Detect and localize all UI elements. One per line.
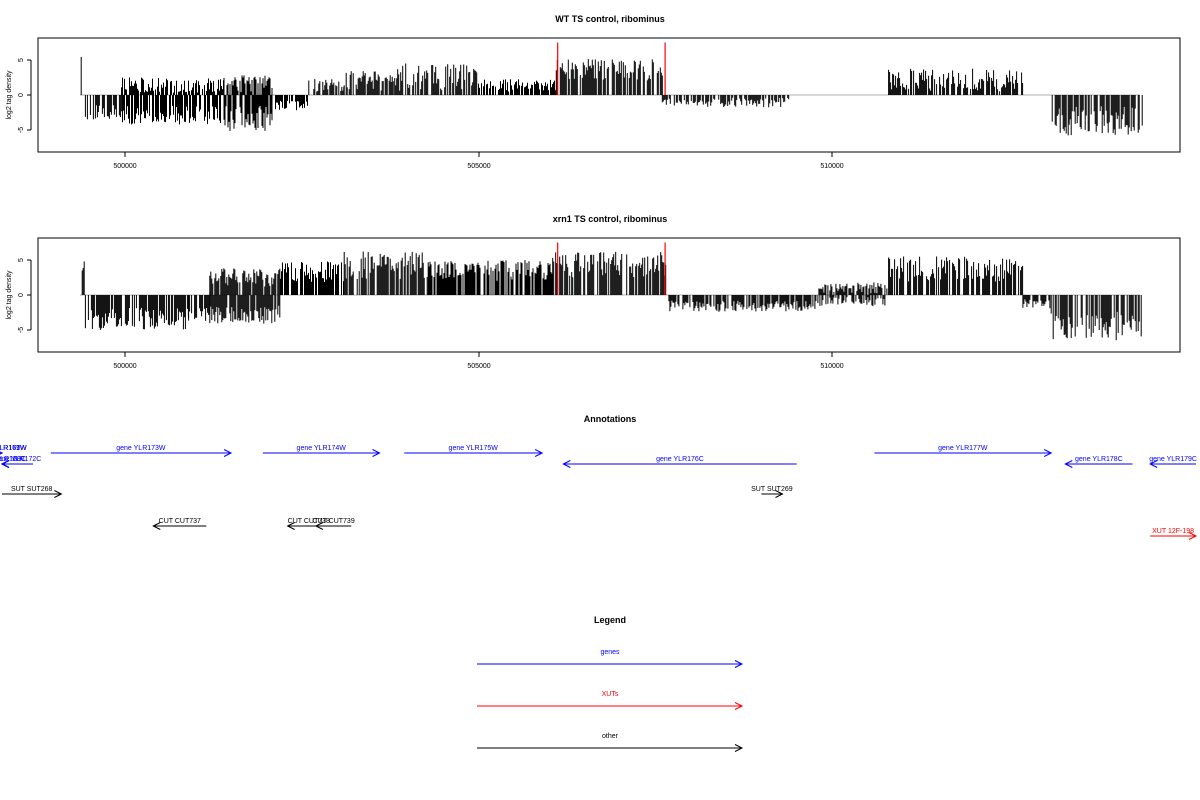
- wt-y-axis: 5 0 -5 log2 tag density: [6, 58, 32, 133]
- wt-y-tick-label-5: 5: [18, 58, 25, 62]
- feature-label: gene YLR176C: [656, 456, 704, 463]
- feature-arrowhead: [223, 449, 233, 457]
- xrn1-y-axis-label: log2 tag density: [6, 270, 13, 320]
- feature-label: gene YLR173W: [116, 445, 166, 452]
- xrn1-y-tick-label-5: 5: [18, 258, 25, 262]
- wt-x-tick-label-500000: 500000: [113, 163, 136, 170]
- feature-arrowhead: [0, 460, 10, 468]
- wt-density-bars: [80, 56, 1143, 136]
- wt-y-tick-label-0: 0: [18, 93, 25, 97]
- xrn1-y-tick-label-minus5: -5: [18, 327, 25, 333]
- xrn1-x-tick-label-510000: 510000: [820, 363, 843, 370]
- legend-arrowhead: [734, 744, 744, 752]
- feature-arrowhead: [286, 522, 295, 530]
- wt-x-tick-label-510000: 510000: [820, 163, 843, 170]
- xrn1-x-tick-label-500000: 500000: [113, 363, 136, 370]
- xrn1-density-panel: xrn1 TS control, ribominus 5 0 -5 log2 t…: [6, 214, 1181, 370]
- annotation-feature: gene YLR175W: [404, 445, 544, 457]
- legend-item: genes: [477, 649, 744, 668]
- feature-label: XUT 12F-198: [1152, 528, 1194, 535]
- annotation-feature: CUT CUT739: [312, 518, 355, 530]
- feature-arrowhead: [1043, 449, 1053, 457]
- legend-arrowhead: [734, 660, 744, 668]
- feature-label: CUT CUT739: [312, 518, 354, 525]
- feature-label: gene YLR177W: [938, 445, 988, 452]
- annotation-feature: gene YLR173W: [50, 445, 233, 457]
- annotation-feature: gene YLR176C: [562, 456, 797, 468]
- feature-label: gene YLR169W: [0, 445, 27, 452]
- annotation-feature: SUT SUT268: [2, 486, 63, 498]
- xrn1-density-bars: [81, 251, 1142, 341]
- annotation-feature: gene YLR172C: [0, 456, 41, 468]
- legend-item: XUTs: [477, 691, 744, 710]
- feature-arrowhead: [54, 490, 63, 498]
- feature-label: CUT CUT738: [288, 518, 330, 525]
- xrn1-y-tick-label-0: 0: [18, 293, 25, 297]
- legend-item: other: [477, 733, 744, 752]
- feature-label: gene YLR172C: [0, 456, 41, 463]
- feature-label: CUT CUT737: [159, 518, 201, 525]
- annotation-feature: gene YLR171W: [0, 445, 27, 455]
- wt-x-tick-label-505000: 505000: [467, 163, 490, 170]
- xrn1-x-tick-label-505000: 505000: [467, 363, 490, 370]
- legend-label: genes: [600, 649, 620, 656]
- feature-label: gene YLR174W: [297, 445, 347, 452]
- annotation-feature: XUT 12F-198: [1150, 528, 1198, 540]
- xrn1-highlight-markers: [557, 242, 666, 295]
- feature-arrowhead: [0, 451, 4, 455]
- annotation-feature: gene YLR178C: [1064, 456, 1133, 468]
- feature-label: SUT SUT269: [751, 486, 793, 493]
- feature-arrowhead: [775, 490, 784, 498]
- feature-label: gene YLR179C: [1149, 456, 1197, 463]
- xrn1-panel-title: xrn1 TS control, ribominus: [553, 214, 668, 224]
- legend-items: genes XUTs other: [477, 649, 744, 752]
- wt-panel-title: WT TS control, ribominus: [555, 14, 665, 24]
- xrn1-x-axis: 500000 505000 510000: [113, 352, 844, 370]
- wt-highlight-markers: [557, 42, 666, 95]
- feature-arrowhead: [314, 522, 324, 530]
- wt-x-axis: 500000 505000 510000: [113, 152, 844, 170]
- feature-arrowhead: [562, 460, 571, 468]
- legend-arrowhead: [734, 702, 744, 710]
- feature-arrowhead: [534, 449, 544, 457]
- annotations-panel: Annotations gene YLR167Wgene YLR168Cgene…: [0, 414, 1198, 540]
- feature-label: gene YLR178C: [1075, 456, 1123, 463]
- feature-arrowhead: [1149, 460, 1158, 468]
- feature-label: gene YLR167W: [0, 445, 27, 452]
- annotation-feature: SUT SUT269: [751, 486, 793, 498]
- feature-label: gene YLR168C: [0, 456, 26, 463]
- feature-arrowhead: [1064, 460, 1073, 468]
- feature-label: gene YLR175W: [449, 445, 499, 452]
- annotation-feature: CUT CUT737: [152, 518, 207, 530]
- legend-label: other: [602, 733, 619, 740]
- legend-title: Legend: [594, 615, 626, 625]
- annotation-feature: gene YLR177W: [874, 445, 1053, 457]
- wt-y-tick-label-minus5: -5: [18, 127, 25, 133]
- xrn1-y-axis: 5 0 -5 log2 tag density: [6, 258, 32, 333]
- feature-label: SUT SUT268: [11, 486, 53, 493]
- annotation-features: gene YLR167Wgene YLR168Cgene YLR169Wgene…: [0, 445, 1198, 540]
- legend-panel: Legend genes XUTs other: [477, 615, 744, 752]
- feature-arrowhead: [1188, 532, 1198, 540]
- annotation-feature: gene YLR179C: [1149, 456, 1197, 468]
- annotations-title: Annotations: [584, 414, 637, 424]
- feature-arrowhead: [372, 449, 381, 457]
- legend-label: XUTs: [602, 691, 619, 698]
- annotation-feature: gene YLR174W: [262, 445, 381, 457]
- xrn1-plot-frame: [37, 237, 1181, 353]
- feature-arrowhead: [152, 522, 161, 530]
- feature-label: gene YLR171W: [0, 445, 27, 452]
- wt-y-axis-label: log2 tag density: [6, 70, 13, 120]
- feature-label: gene YLR170C: [0, 456, 26, 463]
- wt-density-panel: WT TS control, ribominus 5 0 -5 log2 tag…: [6, 14, 1181, 170]
- wt-plot-frame: [37, 37, 1181, 153]
